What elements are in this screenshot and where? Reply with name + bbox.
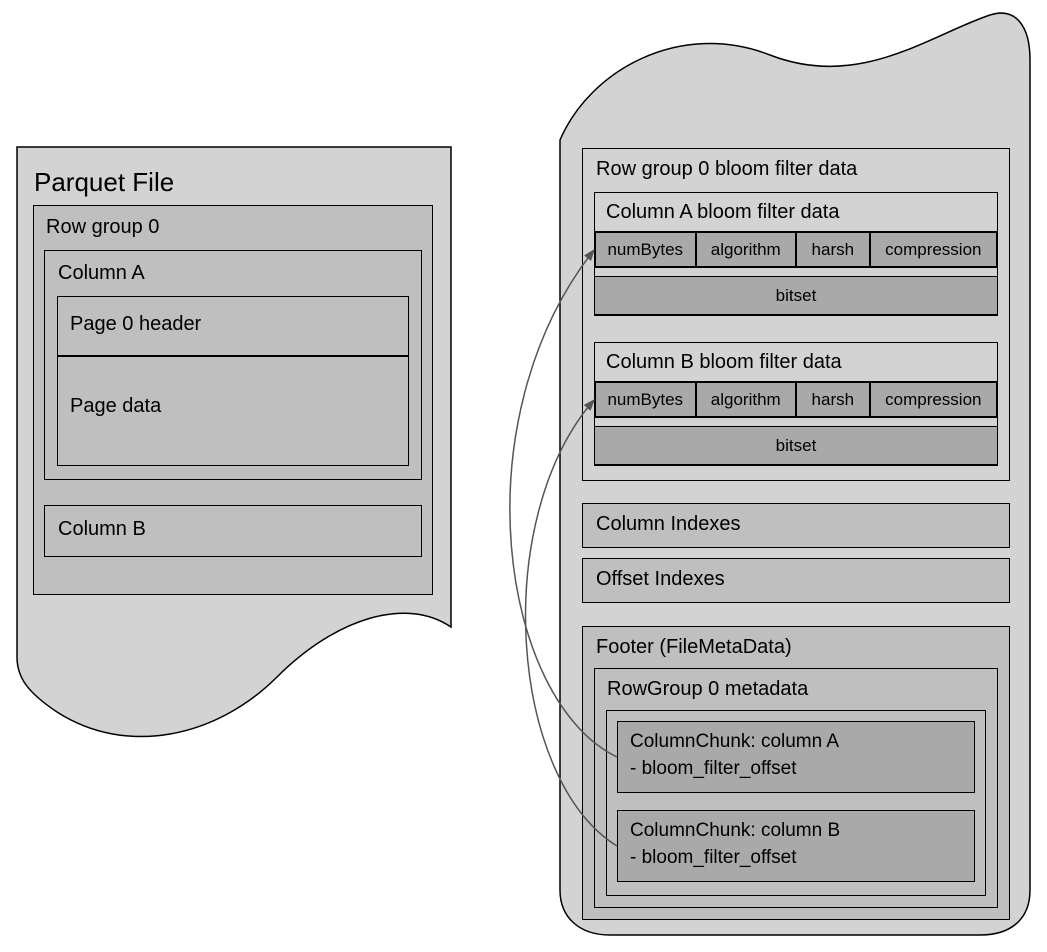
column-b-label: Column B: [58, 518, 146, 541]
page-header-label: Page 0 header: [70, 313, 201, 336]
col-a-bloom-title: Column A bloom filter data: [606, 201, 839, 224]
chunk-b-line1: ColumnChunk: column B: [630, 820, 840, 842]
col-a-fields-row: numBytes algorithm harsh compression: [594, 231, 998, 268]
chunk-b-line2: - bloom_filter_offset: [630, 847, 797, 869]
bitset-label-a: bitset: [776, 286, 817, 306]
row-group-0-label: Row group 0: [46, 216, 159, 239]
chunk-a-line2: - bloom_filter_offset: [630, 758, 797, 780]
column-a-label: Column A: [58, 262, 145, 285]
bloom-group-title: Row group 0 bloom filter data: [596, 158, 857, 181]
field-algorithm-b: algorithm: [696, 382, 797, 417]
field-algorithm: algorithm: [696, 232, 797, 267]
col-b-bitset: bitset: [594, 426, 998, 465]
column-indexes-label: Column Indexes: [596, 513, 741, 536]
field-compression-b: compression: [870, 382, 997, 417]
field-compression: compression: [870, 232, 997, 267]
col-b-bloom-title: Column B bloom filter data: [606, 351, 842, 374]
parquet-file-title: Parquet File: [34, 167, 174, 198]
rowgroup-meta-label: RowGroup 0 metadata: [607, 678, 808, 701]
col-b-fields-row: numBytes algorithm harsh compression: [594, 381, 998, 418]
bitset-label-b: bitset: [776, 436, 817, 456]
page-data-label: Page data: [70, 395, 161, 418]
field-numbytes-b: numBytes: [595, 382, 696, 417]
field-harsh-b: harsh: [796, 382, 870, 417]
field-numbytes: numBytes: [595, 232, 696, 267]
col-a-bitset: bitset: [594, 276, 998, 315]
chunk-a-line1: ColumnChunk: column A: [630, 731, 839, 753]
field-harsh: harsh: [796, 232, 870, 267]
footer-title: Footer (FileMetaData): [596, 636, 792, 659]
offset-indexes-label: Offset Indexes: [596, 568, 725, 591]
